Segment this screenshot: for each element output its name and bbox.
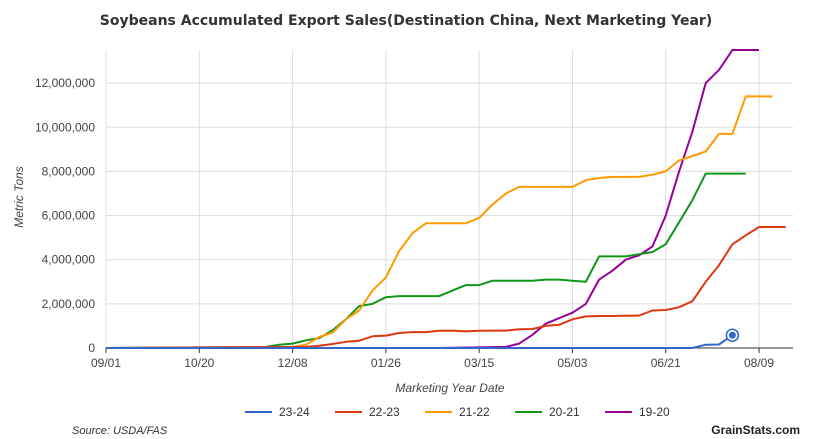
series-line-21-22 [105,95,773,349]
series-lines [105,49,786,349]
legend-label: 19-20 [639,405,670,419]
gridlines [105,50,793,353]
y-axis-ticks: 0 2,000,000 4,000,000 6,000,000 8,000,000 10,… [35,76,95,355]
x-tick-label: 12/08 [278,356,308,370]
y-tick-label: 4,000,000 [42,253,96,267]
y-tick-label: 10,000,000 [35,120,95,134]
y-tick-label: 12,000,000 [35,76,95,90]
y-tick-label: 0 [88,341,95,355]
series-line-20-21 [105,172,746,349]
legend: 23-24 22-23 21-22 20-21 19-20 [245,405,670,419]
chart-title: Soybeans Accumulated Export Sales(Destin… [100,13,712,29]
x-axis-ticks: 09/01 10/20 12/08 01/26 03/15 05/03 06/21 08/09 [91,356,774,370]
y-tick-label: 2,000,000 [42,297,96,311]
x-tick-label: 10/20 [184,356,214,370]
x-tick-label: 09/01 [91,356,121,370]
legend-label: 21-22 [459,405,490,419]
y-tick-label: 6,000,000 [42,209,96,223]
x-tick-label: 08/09 [744,356,774,370]
x-tick-label: 06/21 [651,356,681,370]
series-line-23-24 [106,334,733,349]
series-last-point [728,331,736,339]
series-line-22-23 [105,226,786,349]
source-note: Source: USDA/FAS [72,425,168,437]
y-tick-label: 8,000,000 [42,164,96,178]
brand-label: GrainStats.com [711,423,800,437]
series-line-19-20 [106,49,759,349]
legend-label: 22-23 [369,405,400,419]
legend-label: 20-21 [549,405,580,419]
x-tick-label: 05/03 [557,356,587,370]
legend-label: 23-24 [279,405,310,419]
y-axis-title: Metric Tons [12,166,26,228]
x-tick-label: 01/26 [371,356,401,370]
x-tick-label: 03/15 [464,356,494,370]
x-axis-title: Marketing Year Date [395,381,504,395]
